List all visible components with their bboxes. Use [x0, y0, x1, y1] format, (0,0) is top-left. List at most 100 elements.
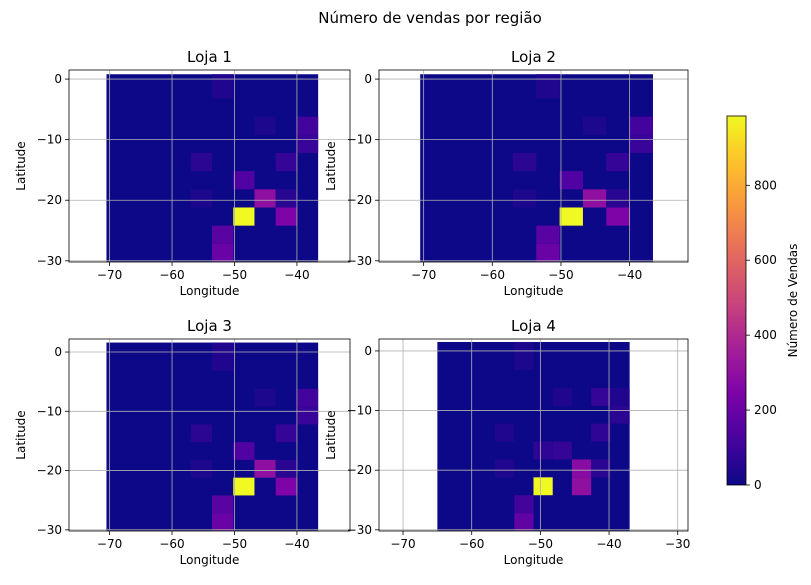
x-tick-label: −60 — [159, 537, 184, 551]
subplot-title: Loja 2 — [511, 48, 556, 66]
y-tick-label: −10 — [347, 404, 372, 418]
heatmap-cell — [514, 513, 534, 531]
x-tick-label: −50 — [222, 537, 247, 551]
axes-frame — [378, 69, 689, 263]
y-tick-label: −30 — [347, 523, 372, 537]
heatmap-cell — [514, 341, 534, 371]
heatmap-cell — [610, 387, 630, 406]
heatmap-cell — [582, 116, 607, 135]
heatmap-cell — [275, 477, 297, 496]
heatmap-cell — [211, 225, 234, 244]
heatmap-cell — [211, 342, 234, 371]
heatmap-cell — [533, 477, 553, 496]
colorbar-tick-label: 800 — [754, 178, 777, 192]
heatmap-cell — [211, 74, 234, 99]
heatmap-cell — [591, 459, 611, 478]
y-tick-label: −20 — [37, 464, 62, 478]
y-axis-label: Latitude — [324, 141, 338, 190]
heatmap-cell — [536, 74, 560, 99]
y-axis-label: Latitude — [14, 410, 28, 459]
heatmap-cell — [190, 152, 212, 172]
heatmap-cell — [211, 243, 234, 262]
heatmap-cell — [559, 171, 583, 190]
heatmap-cell — [254, 388, 276, 407]
heatmap-cell — [533, 441, 553, 460]
heatmap-cell — [629, 116, 653, 135]
x-tick-label: −60 — [459, 537, 484, 551]
heatmap-cell — [514, 495, 534, 514]
x-tick-label: −60 — [480, 268, 505, 282]
heatmap-cell — [536, 243, 560, 262]
heatmap-cell — [211, 513, 234, 531]
axes-frame — [68, 338, 351, 532]
heatmap-cell — [296, 406, 319, 425]
heatmap-cell — [606, 189, 630, 208]
heatmap-cell — [495, 423, 515, 442]
x-tick-label: −50 — [222, 268, 247, 282]
x-tick-label: −50 — [548, 268, 573, 282]
x-tick-label: −70 — [390, 537, 415, 551]
figure-title: Número de vendas por região — [318, 9, 542, 27]
colorbar-tick-label: 600 — [754, 253, 777, 267]
subplot-title: Loja 3 — [187, 317, 232, 335]
x-tick-label: −50 — [528, 537, 553, 551]
heatmap-cell — [610, 405, 630, 424]
y-tick-label: −10 — [37, 133, 62, 147]
x-tick-label: −70 — [97, 268, 122, 282]
y-tick-label: −20 — [347, 193, 372, 207]
heatmap-cell — [190, 459, 212, 478]
heatmap-cell — [275, 152, 297, 172]
heatmap-cell — [190, 189, 212, 208]
y-axis-label: Latitude — [324, 410, 338, 459]
colorbar-tick-label: 0 — [754, 478, 762, 492]
x-tick-label: −60 — [159, 268, 184, 282]
x-tick-label: −40 — [284, 268, 309, 282]
y-axis-label: Latitude — [14, 141, 28, 190]
heatmap-cell — [495, 459, 515, 478]
y-tick-label: 0 — [54, 72, 62, 86]
heatmap-cell — [254, 459, 276, 478]
colorbar: 0 200 400 600 800 Número de Vendas — [726, 115, 800, 492]
heatmap-cell — [296, 388, 319, 407]
heatmap-cell — [591, 423, 611, 442]
subplot-title: Loja 1 — [187, 48, 232, 66]
heatmap-cell — [552, 387, 572, 406]
axes-frame — [68, 69, 351, 263]
x-axis-label: Longitude — [504, 284, 564, 298]
y-tick-label: −20 — [347, 463, 372, 477]
subplot-3: −70 −60 −50 −40 0 −10 −20 −30 Loja 3 Longitude Lat… — [14, 317, 351, 567]
heatmap-cell — [606, 207, 630, 226]
x-tick-label: −40 — [596, 537, 621, 551]
heatmap-cell — [582, 189, 607, 208]
y-tick-label: −10 — [347, 133, 372, 147]
heatmap-cell — [275, 207, 297, 226]
colorbar-tick-label: 400 — [754, 328, 777, 342]
heatmap-cell — [559, 207, 583, 226]
y-tick-label: −10 — [37, 404, 62, 418]
heatmap-cell — [552, 441, 572, 460]
x-tick-label: −40 — [284, 537, 309, 551]
colorbar-tick-label: 200 — [754, 403, 777, 417]
y-tick-label: 0 — [54, 345, 62, 359]
heatmap-cell — [233, 442, 255, 460]
heatmap-cell — [190, 424, 212, 443]
heatmap-cell — [275, 424, 297, 443]
colorbar-gradient — [726, 115, 747, 486]
x-tick-label: −30 — [665, 537, 690, 551]
y-tick-label: 0 — [364, 72, 372, 86]
y-tick-label: 0 — [364, 344, 372, 358]
y-tick-label: −30 — [37, 254, 62, 268]
x-tick-label: −40 — [617, 268, 642, 282]
y-tick-label: −30 — [37, 523, 62, 537]
heatmap-cell — [275, 459, 297, 478]
colorbar-label: Número de Vendas — [786, 244, 800, 358]
x-axis-label: Longitude — [180, 284, 240, 298]
heatmap-cell — [233, 207, 255, 226]
heatmap-cell — [629, 134, 653, 153]
y-tick-label: −30 — [347, 254, 372, 268]
heatmap-cell — [571, 477, 592, 496]
subplot-1: −70 −60 −50 −40 0 −10 −20 −30 Loja 1 Longitude Lat… — [14, 48, 351, 298]
heatmap-cell — [512, 189, 537, 208]
heatmap-cell — [591, 387, 611, 406]
